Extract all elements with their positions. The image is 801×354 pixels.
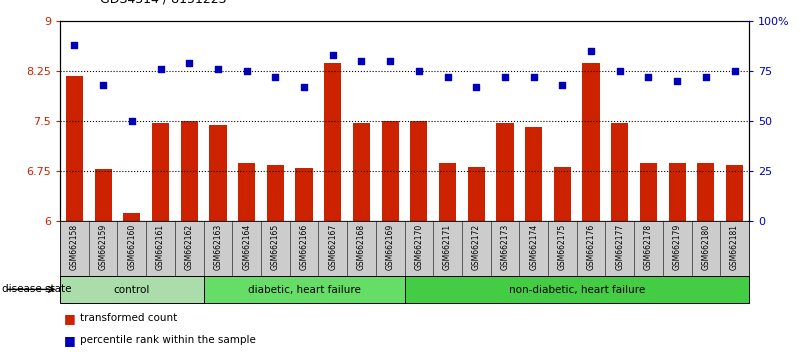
- Text: GDS4314 / 8151223: GDS4314 / 8151223: [100, 0, 227, 5]
- Text: ■: ■: [64, 312, 76, 325]
- Text: GSM662159: GSM662159: [99, 224, 107, 270]
- Point: [211, 67, 224, 72]
- Text: GSM662163: GSM662163: [213, 224, 223, 270]
- Point: [68, 42, 81, 48]
- Point: [585, 48, 598, 54]
- Text: GSM662176: GSM662176: [586, 224, 596, 270]
- Point: [384, 58, 396, 64]
- Text: GSM662179: GSM662179: [673, 224, 682, 270]
- Text: GSM662158: GSM662158: [70, 224, 79, 270]
- Text: GSM662170: GSM662170: [414, 224, 424, 270]
- Text: control: control: [114, 285, 150, 295]
- Bar: [238, 162, 256, 221]
- Bar: [60, 276, 203, 303]
- Text: GSM662166: GSM662166: [300, 224, 308, 270]
- Bar: [640, 162, 657, 221]
- Point: [183, 61, 195, 66]
- Text: GSM662167: GSM662167: [328, 224, 337, 270]
- Text: non-diabetic, heart failure: non-diabetic, heart failure: [509, 285, 645, 295]
- Bar: [352, 122, 370, 221]
- Bar: [152, 122, 169, 221]
- Text: disease state: disease state: [2, 284, 71, 295]
- Point: [298, 84, 311, 90]
- Bar: [611, 122, 628, 221]
- Bar: [410, 121, 428, 221]
- Text: GSM662172: GSM662172: [472, 224, 481, 270]
- Point: [97, 82, 110, 88]
- Point: [326, 52, 339, 58]
- Text: GSM662173: GSM662173: [501, 224, 509, 270]
- Point: [355, 58, 368, 64]
- Bar: [497, 122, 513, 221]
- Text: GSM662169: GSM662169: [385, 224, 395, 270]
- Point: [413, 68, 425, 74]
- Bar: [468, 167, 485, 221]
- Text: GSM662174: GSM662174: [529, 224, 538, 270]
- Text: transformed count: transformed count: [80, 313, 177, 323]
- Bar: [439, 162, 456, 221]
- Bar: [95, 169, 111, 221]
- Point: [498, 74, 511, 80]
- Point: [614, 68, 626, 74]
- Bar: [267, 165, 284, 221]
- Bar: [296, 168, 312, 221]
- Bar: [553, 167, 571, 221]
- Bar: [209, 125, 227, 221]
- Text: GSM662168: GSM662168: [357, 224, 366, 270]
- Text: GSM662162: GSM662162: [185, 224, 194, 270]
- Text: GSM662160: GSM662160: [127, 224, 136, 270]
- Point: [728, 68, 741, 74]
- Text: GSM662164: GSM662164: [242, 224, 252, 270]
- Text: GSM662165: GSM662165: [271, 224, 280, 270]
- Point: [126, 119, 139, 124]
- Point: [670, 79, 683, 84]
- Text: GSM662178: GSM662178: [644, 224, 653, 270]
- Text: GSM662181: GSM662181: [730, 224, 739, 270]
- Text: percentile rank within the sample: percentile rank within the sample: [80, 335, 256, 345]
- Text: GSM662161: GSM662161: [156, 224, 165, 270]
- Bar: [669, 162, 686, 221]
- Bar: [582, 63, 600, 221]
- Point: [527, 74, 540, 80]
- Point: [699, 74, 712, 80]
- Bar: [324, 63, 341, 221]
- Text: GSM662175: GSM662175: [557, 224, 567, 270]
- Point: [441, 74, 454, 80]
- Bar: [697, 162, 714, 221]
- Bar: [203, 276, 405, 303]
- Point: [470, 84, 483, 90]
- Bar: [123, 213, 140, 221]
- Bar: [525, 127, 542, 221]
- Point: [642, 74, 655, 80]
- Point: [269, 74, 282, 80]
- Point: [240, 68, 253, 74]
- Text: GSM662177: GSM662177: [615, 224, 624, 270]
- Point: [154, 67, 167, 72]
- Text: GSM662171: GSM662171: [443, 224, 452, 270]
- Bar: [66, 76, 83, 221]
- Text: GSM662180: GSM662180: [702, 224, 710, 270]
- Point: [556, 82, 569, 88]
- Bar: [405, 276, 749, 303]
- Bar: [180, 121, 198, 221]
- Bar: [381, 121, 399, 221]
- Text: diabetic, heart failure: diabetic, heart failure: [248, 285, 360, 295]
- Bar: [726, 165, 743, 221]
- Text: ■: ■: [64, 333, 76, 347]
